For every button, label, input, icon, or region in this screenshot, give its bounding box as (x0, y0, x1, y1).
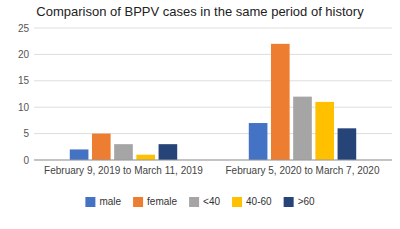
bar (92, 134, 111, 160)
legend-item: >60 (284, 196, 315, 207)
legend-swatch (133, 197, 143, 207)
bar (271, 44, 290, 160)
legend-label: <40 (203, 196, 220, 207)
grid (34, 28, 392, 160)
legend: male female <40 40-60 >60 (85, 196, 315, 207)
bars (70, 44, 356, 160)
title: Comparison of BPPV cases in the same per… (36, 4, 364, 19)
legend-swatch (232, 197, 242, 207)
y-tick-label: 20 (18, 49, 30, 60)
bar (136, 155, 155, 160)
legend-label: female (147, 196, 177, 207)
y-tick-label: 5 (23, 128, 29, 139)
y-tick-label: 15 (18, 75, 30, 86)
bar (70, 149, 89, 160)
bar (293, 97, 312, 160)
legend-item: male (85, 196, 121, 207)
legend-label: >60 (298, 196, 315, 207)
grid-line (34, 80, 392, 81)
y-tick-label: 10 (18, 102, 30, 113)
bar (338, 128, 357, 160)
legend-label: 40-60 (246, 196, 272, 207)
legend-swatch (189, 197, 199, 207)
legend-item: <40 (189, 196, 220, 207)
legend-swatch (284, 197, 294, 207)
bar (315, 102, 334, 160)
grid-line (34, 28, 392, 29)
legend-label: male (99, 196, 121, 207)
bar (114, 144, 133, 160)
x-axis-line (34, 160, 392, 161)
legend-item: 40-60 (232, 196, 272, 207)
legend-swatch (85, 197, 95, 207)
chart: Comparison of BPPV cases in the same per… (0, 0, 400, 229)
x-tick-label: February 9, 2019 to March 11, 2019 (44, 165, 203, 176)
bar (249, 123, 268, 160)
grid-line (34, 160, 392, 161)
legend-item: female (133, 196, 177, 207)
y-tick-label: 0 (23, 155, 29, 166)
x-tick-label: February 5, 2020 to March 7, 2020 (226, 165, 380, 176)
grid-line (34, 107, 392, 108)
y-tick-label: 25 (18, 23, 30, 34)
grid-line (34, 54, 392, 55)
bar (159, 144, 178, 160)
